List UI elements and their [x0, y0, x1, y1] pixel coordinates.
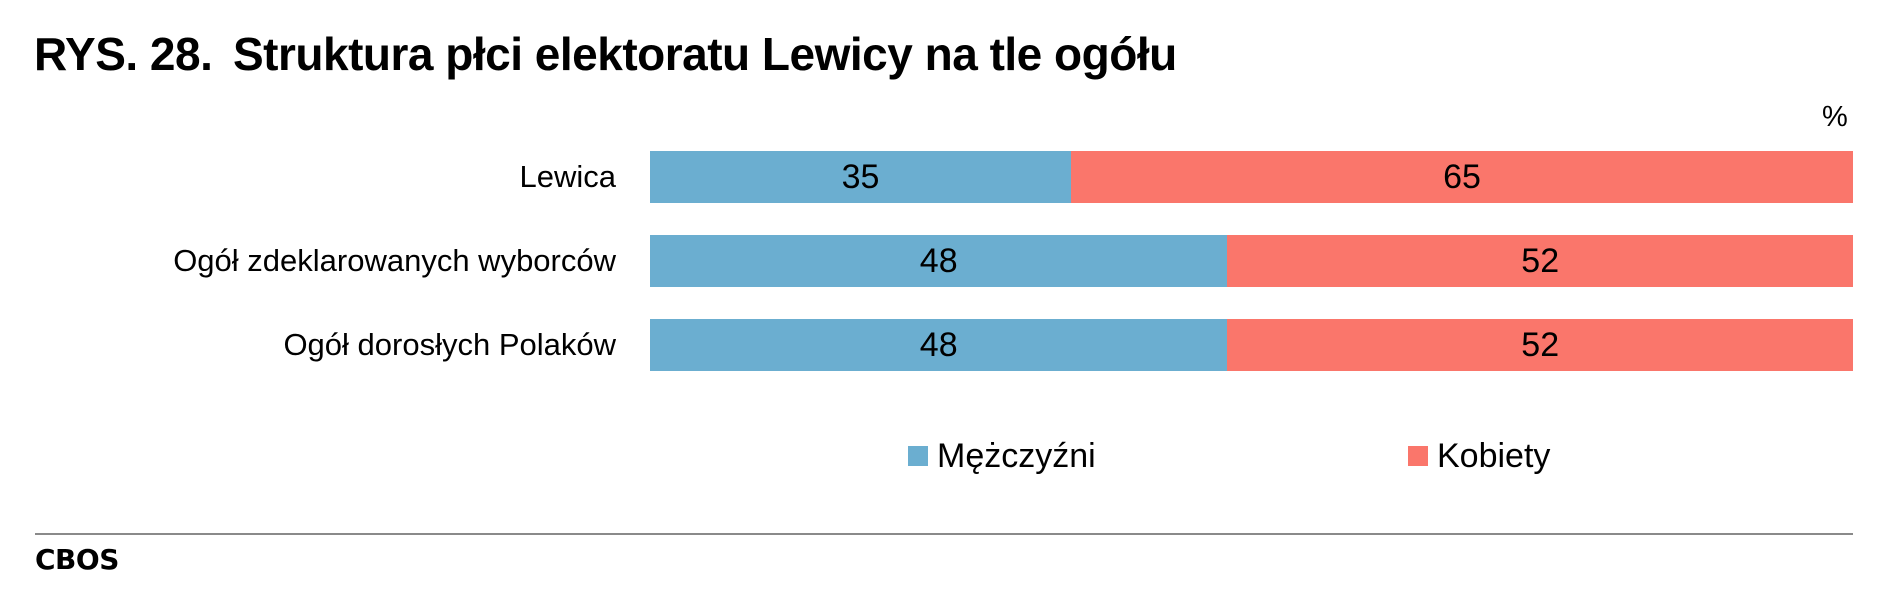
value-label: 35 [841, 158, 880, 196]
legend-swatch-icon [908, 446, 928, 466]
legend-label: Kobiety [1437, 437, 1551, 475]
source-label: CBOS [35, 543, 119, 576]
chart-title: RYS. 28. Struktura płci elektoratu Lewicy… [34, 26, 1177, 82]
category-label: Ogół dorosłych Polaków [283, 327, 616, 362]
bar-segment-men: 48 [650, 319, 1228, 371]
bar-segment-men: 35 [650, 151, 1072, 203]
bar-segment-men: 48 [650, 235, 1228, 287]
bar-segment-women: 52 [1227, 319, 1853, 371]
unit-label: % [1822, 101, 1848, 133]
bar-segment-women: 52 [1227, 235, 1853, 287]
value-label: 52 [1521, 326, 1560, 364]
legend-swatch-icon [1408, 446, 1428, 466]
footer-divider [35, 533, 1853, 535]
figure-title: Struktura płci elektoratu Lewicy na tle … [233, 28, 1177, 80]
stacked-bar: 48 52 [650, 319, 1853, 371]
stacked-bar: 35 65 [650, 151, 1853, 203]
figure-number: RYS. 28. [34, 28, 213, 80]
value-label: 65 [1443, 158, 1481, 196]
value-label: 48 [919, 326, 958, 364]
legend-item-men: Mężczyźni [908, 437, 1096, 475]
value-label: 48 [919, 242, 958, 280]
value-label: 52 [1521, 242, 1560, 280]
legend-item-women: Kobiety [1408, 437, 1551, 475]
category-label: Ogół zdeklarowanych wyborców [173, 243, 616, 278]
legend-label: Mężczyźni [937, 437, 1096, 475]
stacked-bar: 48 52 [650, 235, 1853, 287]
category-label: Lewica [519, 159, 617, 194]
bar-segment-women: 65 [1071, 151, 1853, 203]
